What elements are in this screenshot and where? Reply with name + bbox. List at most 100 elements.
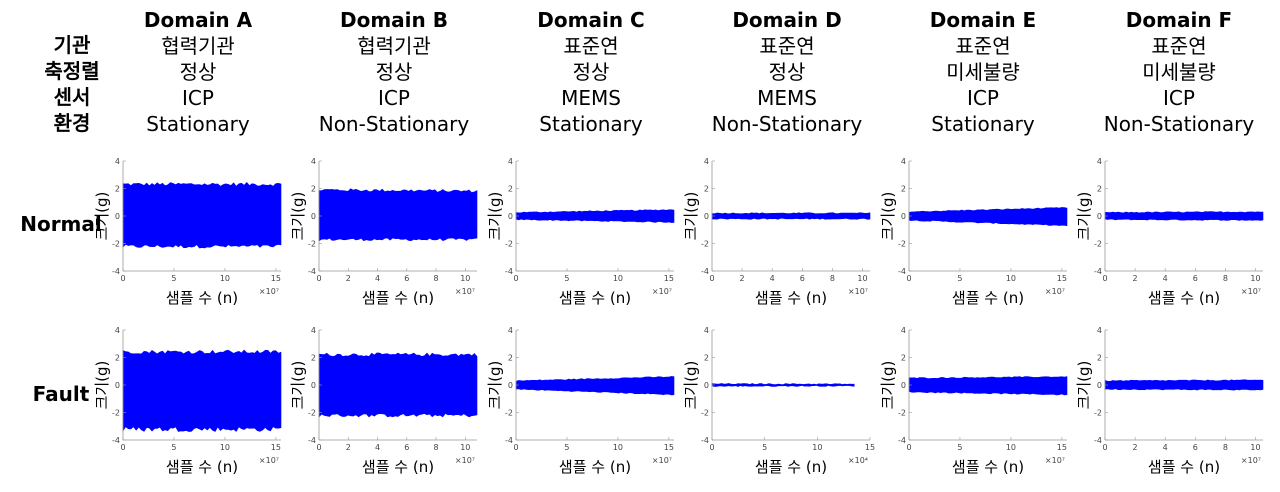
- x-tick-label: 10: [1250, 443, 1260, 452]
- x-axis-label: 샘플 수 (n): [559, 458, 631, 476]
- y-axis-label: 크기(g): [1075, 192, 1093, 241]
- x-tick-label: 10: [1006, 443, 1016, 452]
- y-tick-label: 0: [508, 212, 513, 221]
- y-tick-label: -2: [308, 240, 316, 249]
- y-tick-label: 2: [115, 185, 120, 194]
- domain-alignment: 정상: [375, 60, 413, 84]
- x-tick-label: 5: [564, 443, 569, 452]
- subplot-domain-b-fault: -4 -2 0 2 4 0 2 4 6 8 10 ×10⁷ 샘플 수 (n) 크기(g): [289, 326, 478, 476]
- y-tick-label: -2: [1094, 409, 1102, 418]
- domain-header-a: Domain A 협력기관 정상 ICP Stationary: [103, 7, 293, 137]
- y-tick-label: 4: [311, 157, 316, 166]
- y-tick-label: 2: [115, 354, 120, 363]
- y-axis-label: 크기(g): [93, 192, 111, 241]
- y-tick-label: 2: [704, 185, 709, 194]
- domain-header-b: Domain B 협력기관 정상 ICP Non-Stationary: [299, 7, 489, 137]
- y-tick-label: -4: [308, 267, 316, 276]
- y-tick-label: -2: [308, 409, 316, 418]
- x-tick-label: 0: [906, 274, 911, 283]
- domain-header-e: Domain E 표준연 미세불량 ICP Stationary: [888, 7, 1078, 137]
- x-tick-label: 10: [220, 443, 230, 452]
- domain-institution: 협력기관: [357, 34, 431, 58]
- x-axis-label: 샘플 수 (n): [755, 289, 827, 307]
- signal-envelope: [908, 376, 1068, 396]
- subplot-domain-f-normal: -4 -2 0 2 4 0 2 4 6 8 10 ×10⁷ 샘플 수 (n) 크기(g): [1075, 157, 1264, 307]
- subplot-domain-a-fault: -4 -2 0 2 4 0 5 10 15 ×10⁷ 샘플 수 (n) 크기(g): [93, 326, 282, 476]
- domain-sensor: ICP: [967, 86, 999, 110]
- domain-institution: 표준연: [563, 34, 619, 58]
- x-tick-label: 15: [1057, 274, 1067, 283]
- row-label-alignment: 축정렬: [44, 59, 100, 83]
- x-tick-label: 0: [120, 274, 125, 283]
- y-tick-label: -4: [505, 267, 513, 276]
- x-tick-label: 2: [740, 274, 745, 283]
- x-tick-label: 10: [220, 274, 230, 283]
- subplot-domain-e-fault: -4 -2 0 2 4 0 5 10 15 ×10⁷ 샘플 수 (n) 크기(g): [879, 326, 1068, 476]
- signal-envelope: [318, 188, 478, 242]
- domain-alignment: 정상: [572, 60, 610, 84]
- y-tick-label: 2: [901, 354, 906, 363]
- y-tick-label: 0: [115, 381, 120, 390]
- x-exponent-label: ×10⁷: [455, 456, 475, 465]
- y-tick-label: 4: [901, 326, 906, 335]
- x-tick-label: 0: [709, 443, 714, 452]
- y-tick-label: 2: [311, 354, 316, 363]
- x-tick-label: 10: [613, 274, 623, 283]
- x-axis-label: 샘플 수 (n): [362, 458, 434, 476]
- x-exponent-label: ×10⁷: [1241, 456, 1261, 465]
- y-tick-label: -2: [1094, 240, 1102, 249]
- domain-institution: 표준연: [759, 34, 815, 58]
- y-tick-label: -4: [898, 436, 906, 445]
- domain-alignment: 미세불량: [1142, 60, 1216, 84]
- state-label-fault: Fault: [32, 382, 90, 406]
- domain-environment: Non-Stationary: [318, 112, 470, 136]
- y-axis-label: 크기(g): [486, 192, 504, 241]
- y-tick-label: 2: [704, 354, 709, 363]
- y-tick-label: -4: [1094, 267, 1102, 276]
- x-tick-label: 4: [375, 443, 380, 452]
- y-tick-label: -2: [701, 409, 709, 418]
- domain-environment: Stationary: [146, 112, 250, 136]
- domain-sensor: ICP: [1163, 86, 1195, 110]
- y-tick-label: 4: [704, 326, 709, 335]
- signal-envelope: [908, 207, 1068, 227]
- x-tick-label: 0: [120, 443, 125, 452]
- x-tick-label: 0: [1102, 443, 1107, 452]
- signal-envelope: [1104, 211, 1264, 221]
- domain-sensor: MEMS: [757, 86, 817, 110]
- x-exponent-label: ×10⁴: [848, 456, 868, 465]
- subplot-domain-d-normal: -4 -2 0 2 4 0 2 4 6 8 10 ×10⁷ 샘플 수 (n) 크기(g): [682, 157, 871, 307]
- x-axis-label: 샘플 수 (n): [952, 458, 1024, 476]
- subplot-domain-c-normal: -4 -2 0 2 4 0 5 10 15 ×10⁷ 샘플 수 (n) 크기(g): [486, 157, 675, 307]
- y-tick-label: -4: [308, 436, 316, 445]
- x-tick-label: 10: [613, 443, 623, 452]
- x-tick-label: 5: [762, 443, 767, 452]
- x-tick-label: 6: [800, 274, 805, 283]
- y-axis-label: 크기(g): [879, 361, 897, 410]
- x-tick-label: 0: [513, 274, 518, 283]
- y-tick-label: -2: [505, 240, 513, 249]
- y-axis-label: 크기(g): [289, 361, 307, 410]
- y-tick-label: 4: [311, 326, 316, 335]
- x-tick-label: 5: [957, 443, 962, 452]
- y-tick-label: -2: [701, 240, 709, 249]
- y-tick-label: 4: [508, 326, 513, 335]
- x-axis-label: 샘플 수 (n): [1148, 458, 1220, 476]
- signal-envelope: [1104, 379, 1264, 391]
- x-tick-label: 15: [664, 443, 674, 452]
- domain-environment: Stationary: [539, 112, 643, 136]
- signal-envelope: [711, 212, 871, 220]
- x-tick-label: 4: [1163, 443, 1168, 452]
- domain-header-f: Domain F 표준연 미세불량 ICP Non-Stationary: [1084, 7, 1274, 137]
- x-tick-label: 8: [830, 274, 835, 283]
- domain-environment: Non-Stationary: [711, 112, 863, 136]
- y-tick-label: 2: [1097, 185, 1102, 194]
- subplot-domain-c-fault: -4 -2 0 2 4 0 5 10 15 ×10⁷ 샘플 수 (n) 크기(g): [486, 326, 675, 476]
- x-tick-label: 8: [1223, 443, 1228, 452]
- x-tick-label: 4: [375, 274, 380, 283]
- domain-sensor: ICP: [378, 86, 410, 110]
- y-axis-label: 크기(g): [879, 192, 897, 241]
- y-tick-label: 2: [508, 185, 513, 194]
- y-tick-label: -4: [112, 267, 120, 276]
